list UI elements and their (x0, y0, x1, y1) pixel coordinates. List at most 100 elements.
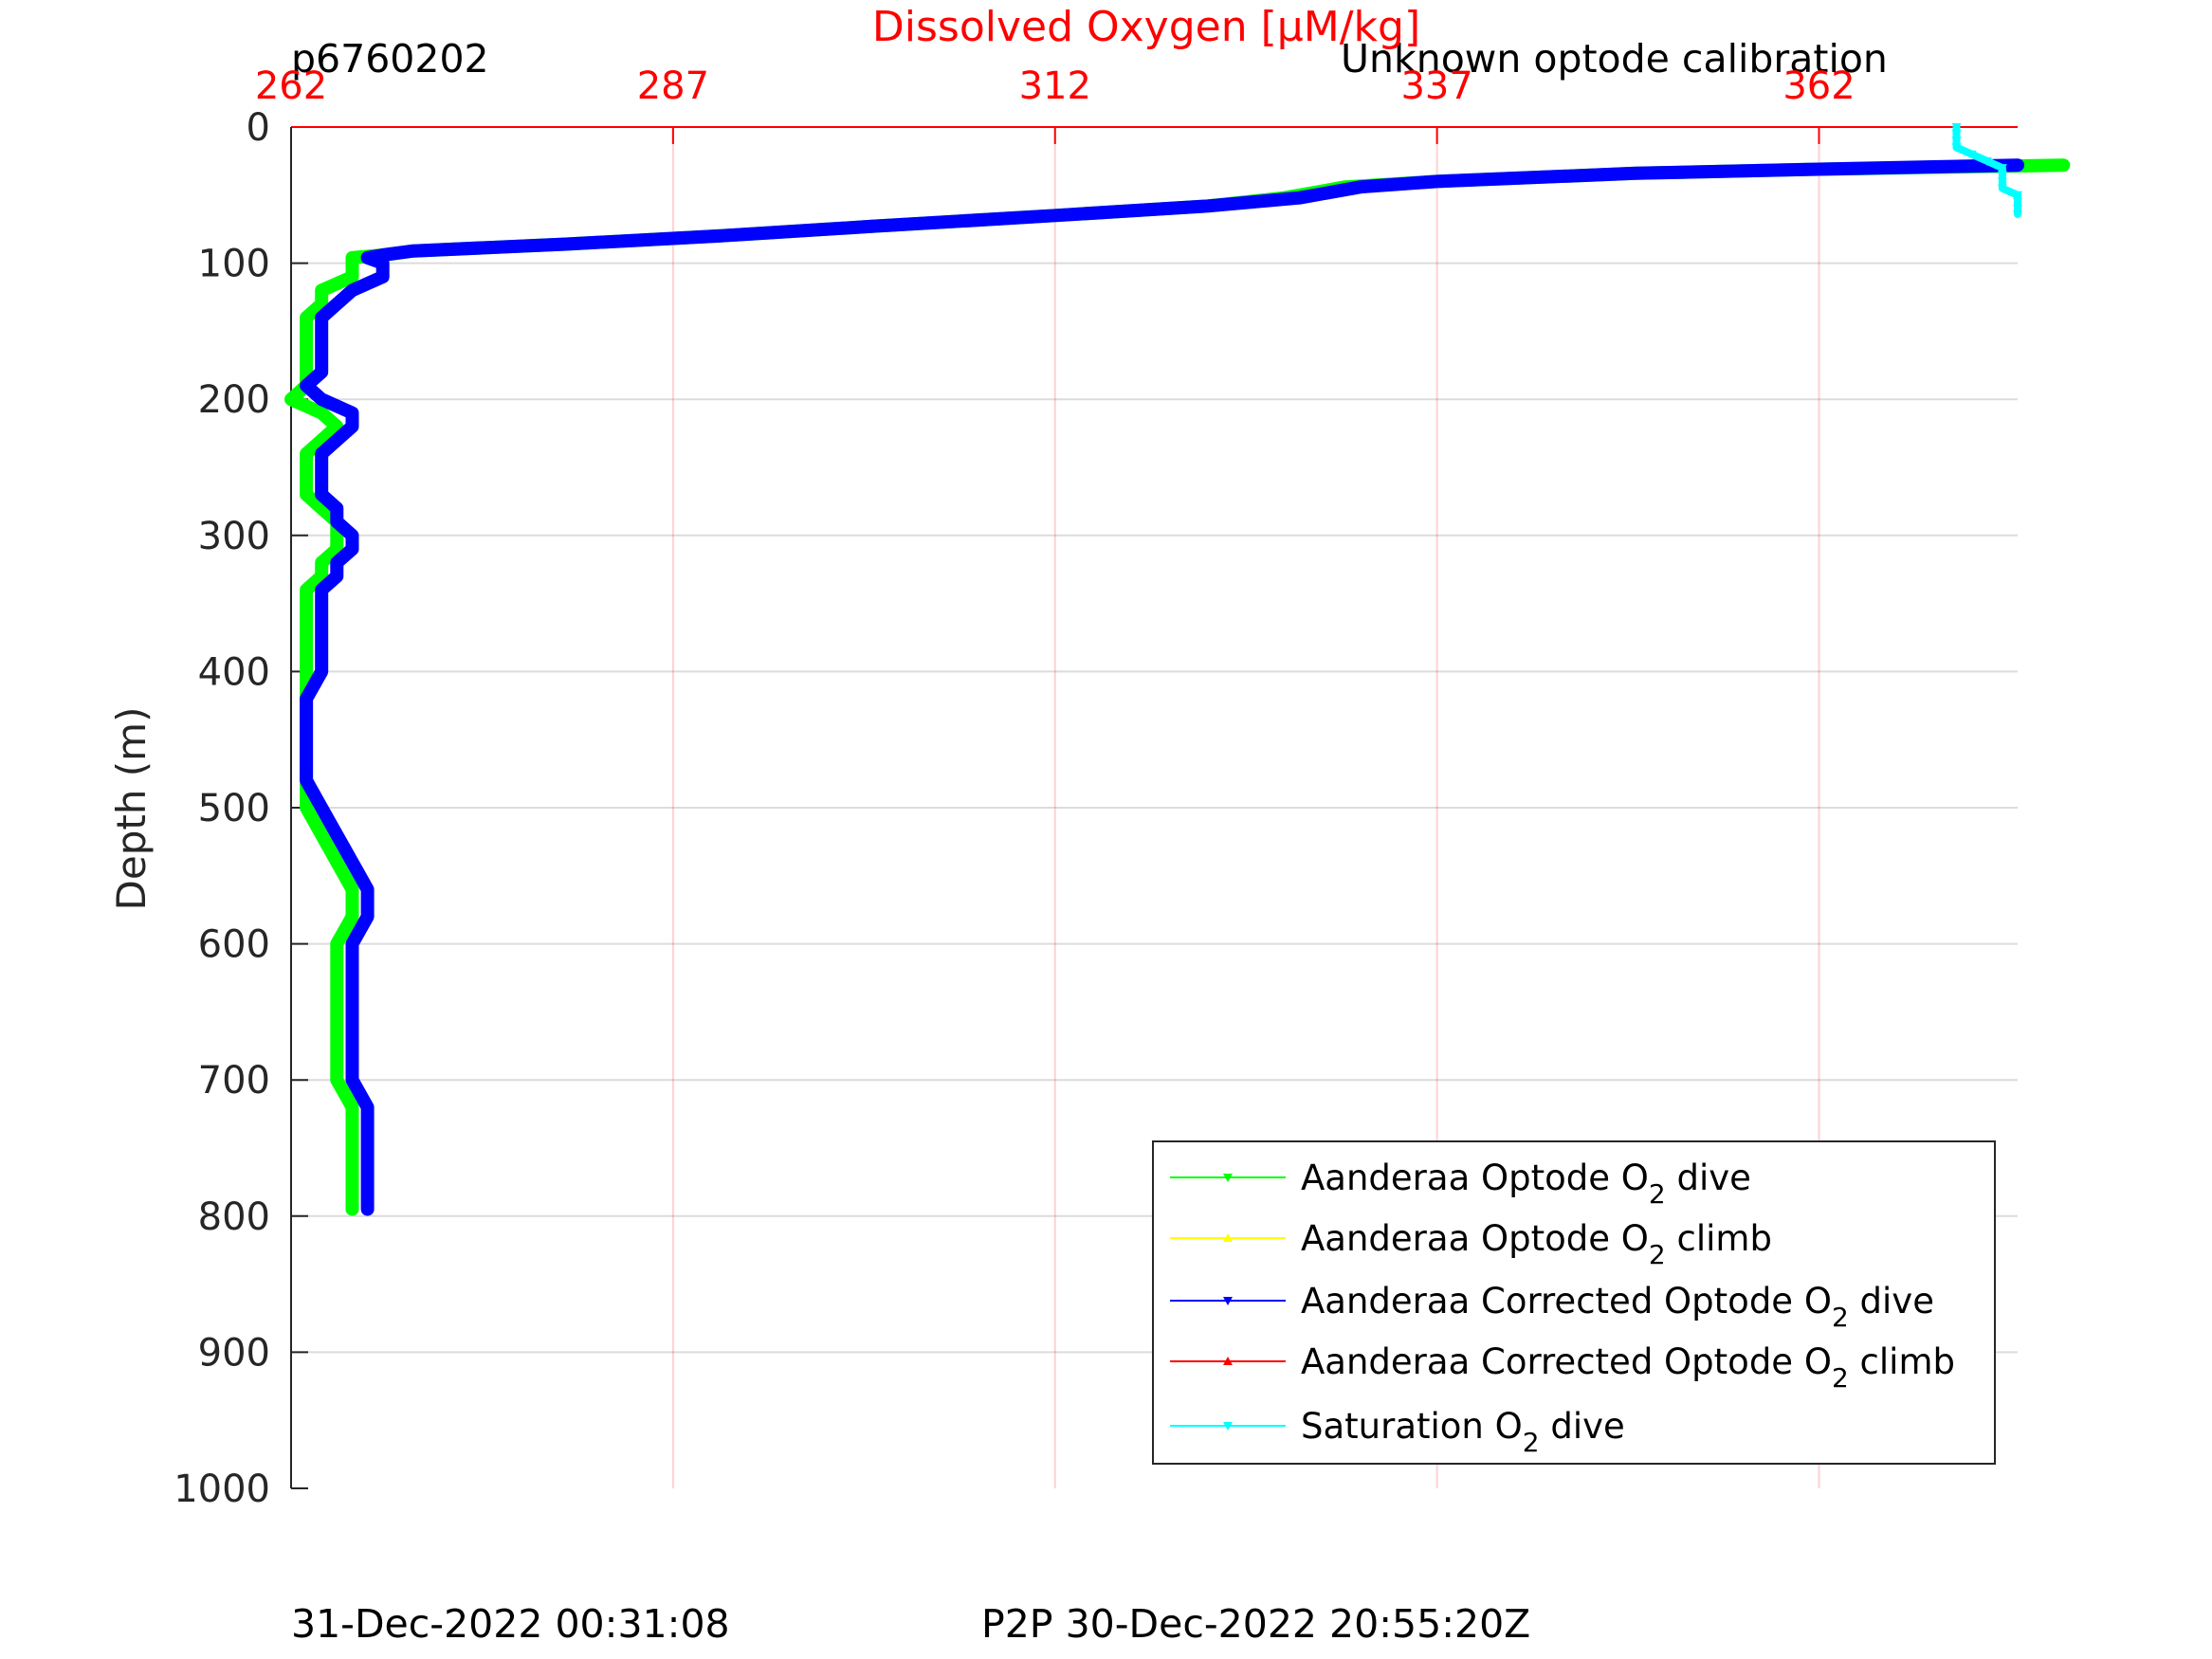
data-point (317, 830, 327, 840)
legend-marker (1223, 1233, 1233, 1242)
data-point (332, 939, 342, 949)
data-point (332, 518, 342, 527)
data-point (1631, 169, 1641, 178)
data-point (317, 436, 327, 446)
data-point (302, 490, 312, 500)
y-tick-label: 400 (198, 650, 270, 694)
calibration-note: Unknown optode calibration (1341, 36, 1888, 82)
data-point (2013, 205, 2022, 214)
data-point (362, 1185, 373, 1194)
data-point (362, 253, 373, 263)
data-point (317, 504, 327, 514)
data-point (362, 1103, 373, 1112)
data-point (317, 477, 327, 486)
data-point (1951, 143, 1962, 153)
data-point (317, 300, 327, 309)
data-point (1982, 156, 1992, 166)
data-point (317, 355, 327, 364)
data-point (302, 804, 312, 812)
data-point (317, 558, 327, 568)
x-tick-label: 312 (1019, 64, 1091, 108)
series-1 (300, 158, 2024, 1216)
legend-label-suffix: dive (1540, 1406, 1625, 1447)
legend-label: Aanderaa Optode O2 climb (1301, 1218, 1772, 1270)
data-point (1202, 202, 1213, 211)
data-point (302, 477, 312, 486)
data-point (1294, 193, 1305, 203)
data-point (347, 286, 357, 296)
data-point (317, 340, 327, 350)
data-point (362, 885, 373, 895)
legend-entry: Aanderaa Optode O2 climb (1170, 1218, 1772, 1270)
data-point (317, 314, 327, 323)
series-0 (284, 158, 2071, 1216)
data-point (347, 1130, 357, 1139)
data-point (1997, 184, 2007, 193)
data-point (1997, 177, 2007, 187)
data-point (2013, 161, 2022, 171)
data-point (302, 667, 312, 677)
legend-label-suffix: climb (1849, 1341, 1955, 1382)
data-point (347, 545, 357, 555)
data-point (714, 231, 724, 241)
data-point (302, 314, 312, 323)
data-point (347, 1048, 357, 1058)
data-point (317, 395, 327, 405)
data-point (317, 612, 327, 622)
y-axis-title: Depth (m) (108, 707, 155, 911)
data-point (1814, 165, 1824, 174)
legend-label-subscript: 2 (1649, 1239, 1666, 1270)
data-point (302, 355, 312, 364)
legend-label-suffix: dive (1849, 1281, 1934, 1322)
data-point (347, 531, 357, 540)
data-point (2013, 197, 2022, 207)
data-point (302, 340, 312, 350)
legend-label-suffix: dive (1666, 1158, 1751, 1198)
data-point (332, 1048, 342, 1058)
legend-marker (1223, 1357, 1233, 1365)
data-point (347, 272, 357, 282)
data-series (284, 123, 2071, 1216)
legend-label-main: Aanderaa Corrected Optode O (1301, 1281, 1832, 1322)
data-point (302, 586, 312, 595)
data-point (317, 368, 327, 377)
data-point (302, 612, 312, 622)
data-point (2013, 191, 2022, 200)
data-point (317, 667, 327, 677)
data-point (286, 395, 296, 405)
y-tick-labels: 0 100 200 300 400 500 600 700 800 900 1000 (174, 106, 270, 1511)
x-tick-label: 362 (1782, 64, 1855, 108)
data-point (332, 504, 342, 514)
legend-label-subscript: 2 (1832, 1302, 1849, 1333)
data-point (317, 409, 327, 418)
legend-label-subscript: 2 (1523, 1427, 1540, 1458)
data-point (302, 695, 312, 704)
data-point (408, 246, 418, 256)
data-point (347, 994, 357, 1004)
data-point (362, 1158, 373, 1167)
y-tick-label: 100 (198, 243, 270, 286)
data-point (317, 449, 327, 459)
y-tick-label: 500 (198, 787, 270, 830)
data-point (1951, 130, 1962, 139)
data-point (302, 749, 312, 758)
legend-marker (1223, 1422, 1233, 1431)
data-point (1951, 123, 1962, 132)
data-point (302, 640, 312, 649)
legend-label-main: Aanderaa Optode O (1301, 1218, 1649, 1259)
legend-entry: Aanderaa Optode O2 dive (1170, 1158, 1751, 1210)
data-point (362, 1205, 373, 1214)
data-point (317, 804, 327, 812)
data-point (332, 545, 342, 555)
y-tick-label: 1000 (174, 1468, 270, 1511)
data-point (317, 586, 327, 595)
data-point (332, 1076, 342, 1085)
data-point (332, 1021, 342, 1030)
legend-entry: Saturation O2 dive (1170, 1406, 1625, 1458)
data-point (347, 885, 357, 895)
data-point (347, 1158, 357, 1167)
y-tick-label: 600 (198, 923, 270, 967)
legend-marker (1223, 1174, 1233, 1182)
footer-p2p: P2P 30-Dec-2022 20:55:20Z (981, 1601, 1530, 1647)
